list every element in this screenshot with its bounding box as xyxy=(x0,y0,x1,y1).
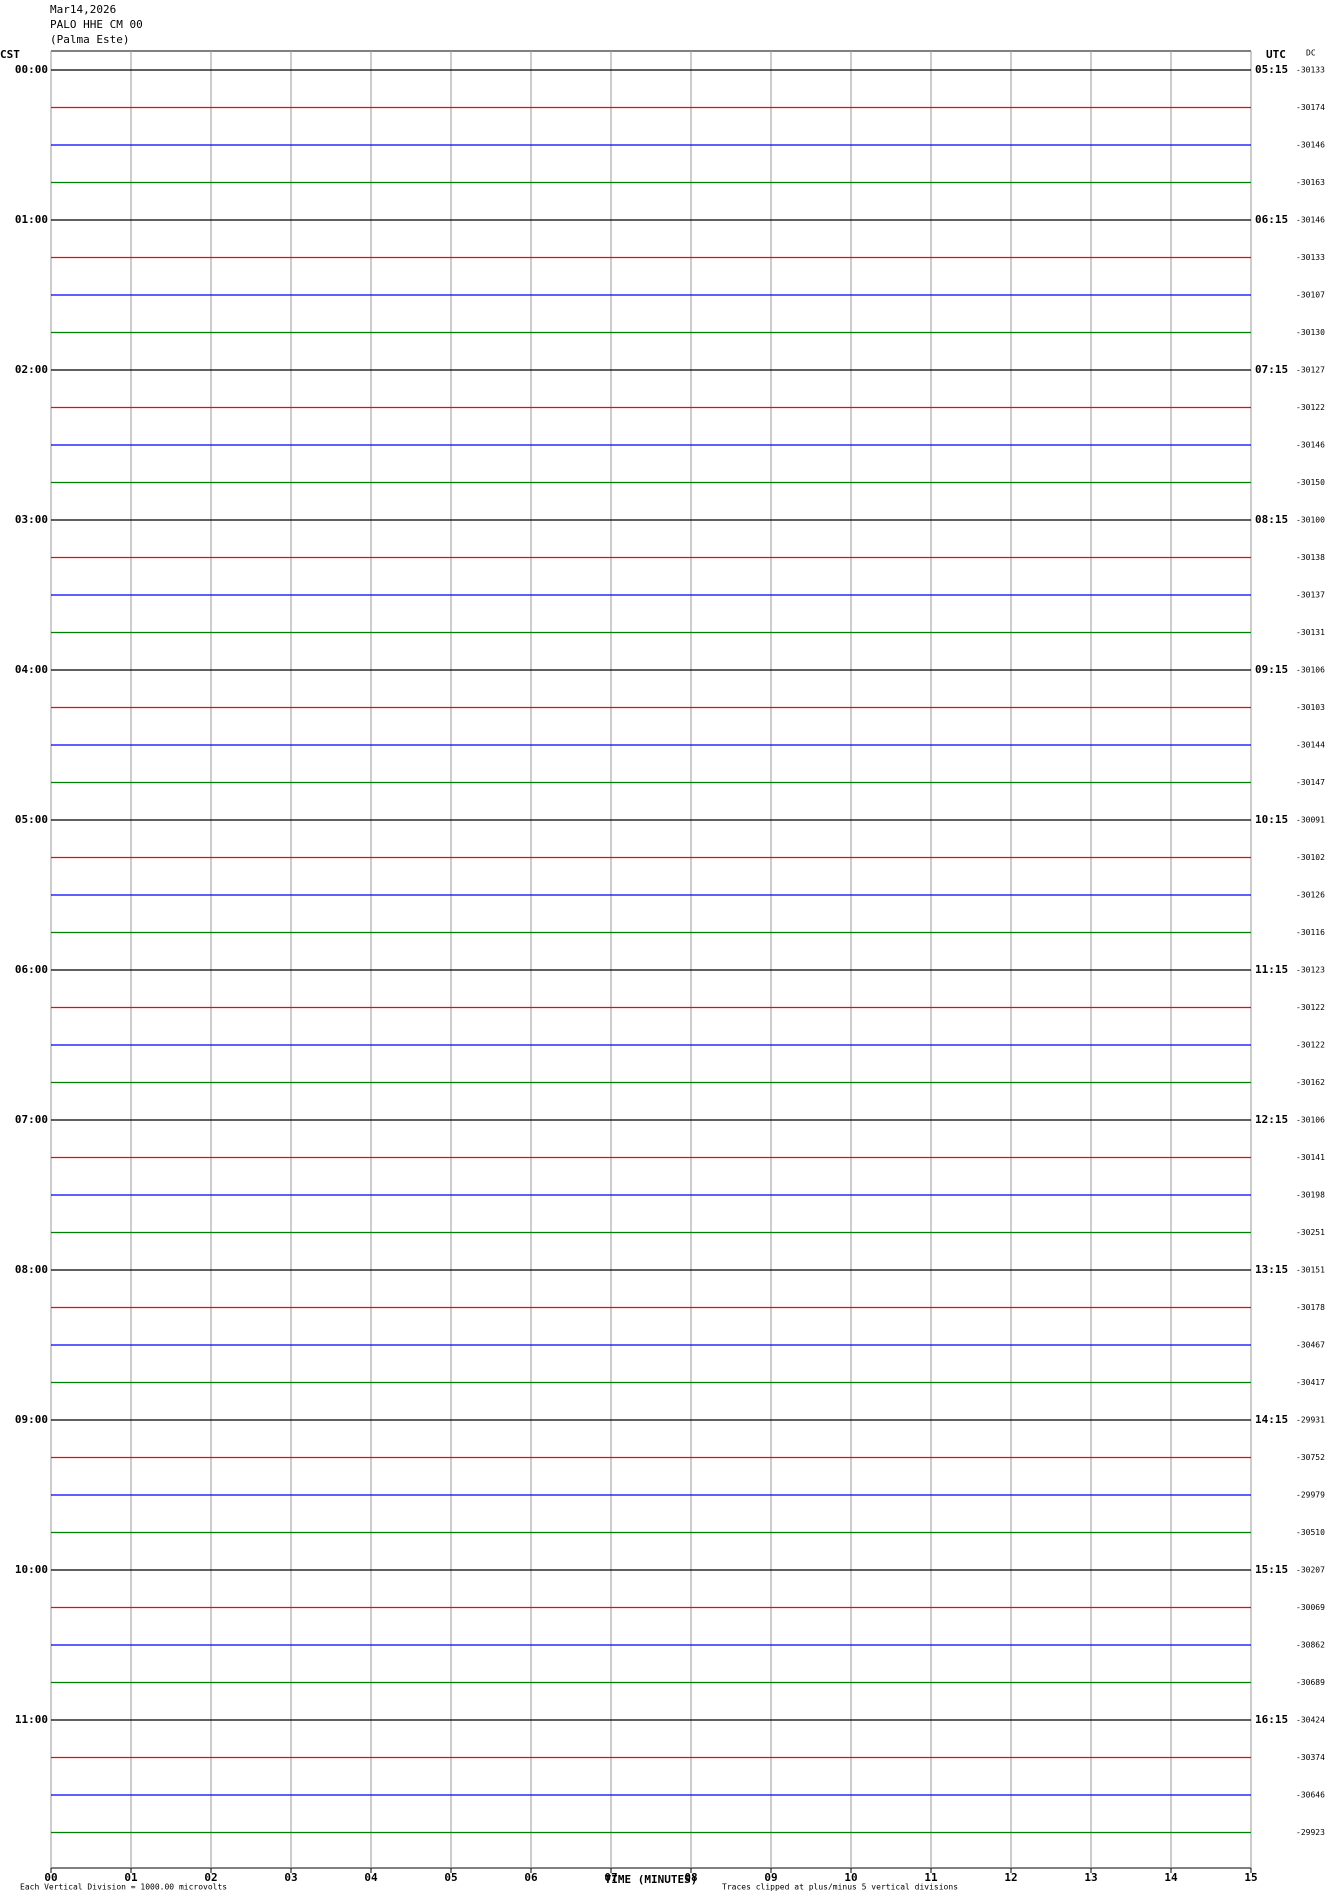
x-tick-label: 02 xyxy=(204,1871,217,1884)
dc-label: -30146 xyxy=(1296,441,1325,450)
x-tick-label: 10 xyxy=(844,1871,857,1884)
utc-label: 09:15 xyxy=(1255,663,1288,676)
utc-label: 05:15 xyxy=(1255,63,1288,76)
dc-label: -30131 xyxy=(1296,628,1325,637)
header-line: PALO HHE CM 00 xyxy=(50,18,143,31)
dc-label: -30374 xyxy=(1296,1753,1325,1762)
dc-label: -30091 xyxy=(1296,816,1325,825)
cst-label: 00:00 xyxy=(15,63,48,76)
dc-label: -30862 xyxy=(1296,1641,1325,1650)
dc-label: -30127 xyxy=(1296,366,1325,375)
header-line: Mar14,2026 xyxy=(50,3,116,16)
cst-label: 11:00 xyxy=(15,1713,48,1726)
x-tick-label: 12 xyxy=(1004,1871,1017,1884)
x-tick-label: 08 xyxy=(684,1871,697,1884)
x-axis-title: TIME (MINUTES) xyxy=(605,1873,698,1886)
right-axis-title: UTC xyxy=(1266,48,1286,61)
cst-label: 01:00 xyxy=(15,213,48,226)
cst-label: 10:00 xyxy=(15,1563,48,1576)
x-tick-label: 14 xyxy=(1164,1871,1178,1884)
utc-label: 11:15 xyxy=(1255,963,1288,976)
dc-label: -30123 xyxy=(1296,966,1325,975)
dc-label: -29979 xyxy=(1296,1491,1325,1500)
dc-label: -30122 xyxy=(1296,1041,1325,1050)
dc-label: -30122 xyxy=(1296,1003,1325,1012)
x-tick-label: 01 xyxy=(124,1871,138,1884)
utc-label: 15:15 xyxy=(1255,1563,1288,1576)
dc-label: -30146 xyxy=(1296,216,1325,225)
x-tick-label: 05 xyxy=(444,1871,457,1884)
dc-label: -30467 xyxy=(1296,1341,1325,1350)
dc-label: -29923 xyxy=(1296,1828,1325,1837)
dc-label: -30251 xyxy=(1296,1228,1325,1237)
dc-label: -30144 xyxy=(1296,741,1325,750)
dc-label: -30069 xyxy=(1296,1603,1325,1612)
dc-label: -30141 xyxy=(1296,1153,1325,1162)
dc-label: -30178 xyxy=(1296,1303,1325,1312)
dc-label: -30116 xyxy=(1296,928,1325,937)
cst-label: 05:00 xyxy=(15,813,48,826)
dc-label: -30106 xyxy=(1296,666,1325,675)
dc-label: -30133 xyxy=(1296,66,1325,75)
dc-title: DC xyxy=(1306,49,1316,58)
dc-label: -30424 xyxy=(1296,1716,1325,1725)
dc-label: -30198 xyxy=(1296,1191,1325,1200)
dc-label: -30133 xyxy=(1296,253,1325,262)
dc-label: -30510 xyxy=(1296,1528,1325,1537)
x-tick-label: 11 xyxy=(924,1871,938,1884)
x-tick-label: 13 xyxy=(1084,1871,1097,1884)
utc-label: 14:15 xyxy=(1255,1413,1288,1426)
dc-label: -30106 xyxy=(1296,1116,1325,1125)
dc-label: -30107 xyxy=(1296,291,1325,300)
utc-label: 08:15 xyxy=(1255,513,1288,526)
dc-label: -30103 xyxy=(1296,703,1325,712)
dc-label: -30122 xyxy=(1296,403,1325,412)
x-tick-label: 04 xyxy=(364,1871,378,1884)
left-axis-title: CST xyxy=(0,48,20,61)
dc-label: -30174 xyxy=(1296,103,1325,112)
cst-label: 04:00 xyxy=(15,663,48,676)
utc-label: 12:15 xyxy=(1255,1113,1288,1126)
utc-label: 13:15 xyxy=(1255,1263,1288,1276)
dc-label: -30130 xyxy=(1296,328,1325,337)
dc-label: -30162 xyxy=(1296,1078,1325,1087)
cst-label: 02:00 xyxy=(15,363,48,376)
dc-label: -30146 xyxy=(1296,141,1325,150)
utc-label: 06:15 xyxy=(1255,213,1288,226)
dc-label: -30126 xyxy=(1296,891,1325,900)
cst-label: 09:00 xyxy=(15,1413,48,1426)
x-tick-label: 15 xyxy=(1244,1871,1257,1884)
dc-label: -30138 xyxy=(1296,553,1325,562)
x-tick-label: 03 xyxy=(284,1871,297,1884)
dc-label: -30100 xyxy=(1296,516,1325,525)
dc-label: -30102 xyxy=(1296,853,1325,862)
note: Traces clipped at plus/minus 5 vertical … xyxy=(722,1883,958,1892)
cst-label: 08:00 xyxy=(15,1263,48,1276)
dc-label: -30417 xyxy=(1296,1378,1325,1387)
utc-label: 10:15 xyxy=(1255,813,1288,826)
dc-label: -30150 xyxy=(1296,478,1325,487)
note: Each Vertical Division = 1000.00 microvo… xyxy=(20,1883,227,1892)
cst-label: 06:00 xyxy=(15,963,48,976)
dc-label: -30147 xyxy=(1296,778,1325,787)
x-tick-label: 00 xyxy=(44,1871,57,1884)
utc-label: 07:15 xyxy=(1255,363,1288,376)
cst-label: 07:00 xyxy=(15,1113,48,1126)
dc-label: -30689 xyxy=(1296,1678,1325,1687)
cst-label: 03:00 xyxy=(15,513,48,526)
dc-label: -30207 xyxy=(1296,1566,1325,1575)
x-tick-label: 09 xyxy=(764,1871,777,1884)
dc-label: -29931 xyxy=(1296,1416,1325,1425)
x-tick-label: 06 xyxy=(524,1871,538,1884)
utc-label: 16:15 xyxy=(1255,1713,1288,1726)
dc-label: -30151 xyxy=(1296,1266,1325,1275)
header-line: (Palma Este) xyxy=(50,33,129,46)
dc-label: -30646 xyxy=(1296,1791,1325,1800)
dc-label: -30163 xyxy=(1296,178,1325,187)
dc-label: -30752 xyxy=(1296,1453,1325,1462)
dc-label: -30137 xyxy=(1296,591,1325,600)
x-tick-label: 07 xyxy=(604,1871,617,1884)
